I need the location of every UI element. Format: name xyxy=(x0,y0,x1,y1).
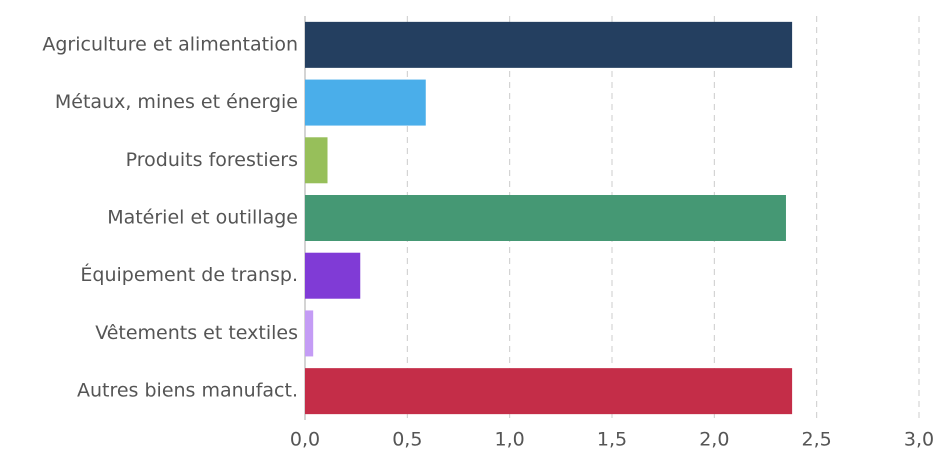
y-tick-label: Produits forestiers xyxy=(126,149,298,171)
x-tick-label: 3,0 xyxy=(904,429,934,451)
x-tick-label: 0,5 xyxy=(392,429,422,451)
x-tick-label: 0,0 xyxy=(290,429,320,451)
bar xyxy=(305,195,786,241)
y-tick-label: Vêtements et textiles xyxy=(95,322,298,344)
bar xyxy=(305,79,426,126)
x-tick-label: 1,5 xyxy=(597,429,627,451)
bar xyxy=(305,310,314,357)
x-tick-label: 1,0 xyxy=(495,429,525,451)
bar xyxy=(305,252,361,299)
x-tick-label: 2,5 xyxy=(802,429,832,451)
y-tick-label: Autres biens manufact. xyxy=(77,380,298,402)
y-tick-label: Métaux, mines et énergie xyxy=(55,91,298,113)
y-tick-label: Agriculture et alimentation xyxy=(42,33,298,55)
x-tick-label: 2,0 xyxy=(699,429,729,451)
bar xyxy=(305,21,793,68)
y-tick-label: Matériel et outillage xyxy=(107,207,298,229)
bar xyxy=(305,368,793,415)
y-tick-label: Équipement de transp. xyxy=(80,263,298,286)
bar xyxy=(305,137,328,184)
